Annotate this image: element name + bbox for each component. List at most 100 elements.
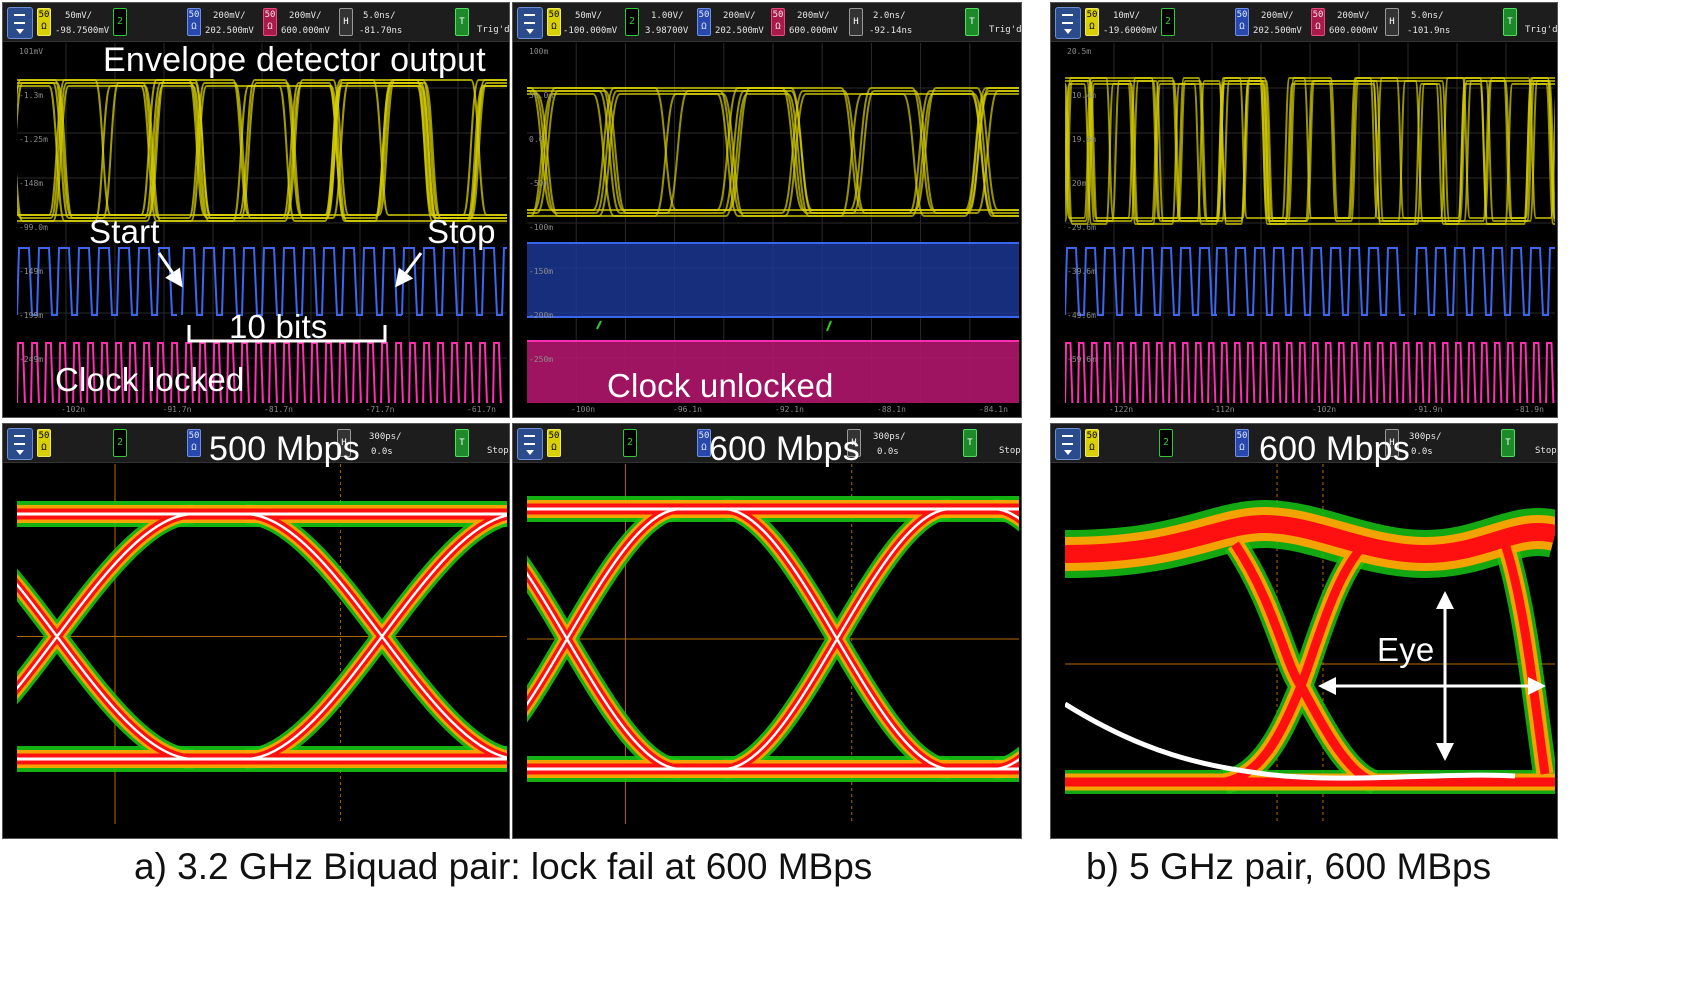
channel-1-indicator[interactable]: 50 Ω — [547, 429, 561, 457]
horizontal-position: 0.0s — [1411, 447, 1433, 457]
menu-icon[interactable] — [1055, 7, 1081, 39]
horizontal-indicator[interactable]: H — [849, 8, 863, 36]
y-tick-label: 20.5m — [1067, 47, 1092, 56]
trigger-icon[interactable]: T — [1501, 429, 1515, 457]
channel-1-offset: -100.000mV — [563, 26, 618, 36]
yellow-envelope-trace — [1065, 80, 1555, 222]
waveform-display — [1065, 43, 1555, 403]
yellow-envelope-trace — [527, 90, 1019, 214]
horizontal-position: 0.0s — [877, 447, 899, 457]
yellow-envelope-trace — [527, 90, 1019, 214]
channel-3-indicator[interactable]: 50 Ω — [187, 8, 201, 36]
channel-1-indicator[interactable]: 50 Ω — [37, 8, 51, 36]
stop-label: Stop — [427, 213, 496, 250]
eye-falling-edge — [1500, 542, 1550, 775]
bit-rate-label: 600 Mbps — [1259, 430, 1410, 468]
y-tick-label: -29.6m — [1067, 223, 1096, 232]
menu-icon[interactable] — [1055, 428, 1081, 460]
channel-3-indicator[interactable]: 50 Ω — [187, 429, 201, 457]
channel-1-indicator[interactable]: 50 Ω — [37, 429, 51, 457]
acquisition-status: Stop — [1535, 446, 1557, 456]
trigger-icon[interactable]: T — [963, 429, 977, 457]
horizontal-position: -81.70ns — [359, 26, 403, 36]
channel-4-scale: 200mV/ — [289, 11, 322, 21]
scope-panel-top-left: 50 Ω 50mV/ -98.7500mV 2 50 Ω 200mV/ 202.50… — [2, 2, 510, 418]
ten-bits-bracket — [187, 325, 387, 343]
magenta-clock-trace — [1065, 342, 1555, 403]
y-tick-label: 100m — [529, 47, 549, 56]
yellow-envelope-trace — [527, 87, 1019, 211]
channel-4-offset: 600.000mV — [1329, 26, 1378, 36]
eye-diagram-svg — [17, 464, 507, 824]
channel-4-indicator[interactable]: 50 Ω — [263, 8, 277, 36]
menu-icon[interactable] — [7, 428, 33, 460]
x-tick-label: -81.7n — [264, 405, 293, 414]
trigger-icon[interactable]: T — [455, 8, 469, 36]
menu-icon[interactable] — [7, 7, 33, 39]
channel-1-indicator[interactable]: 50 Ω — [1085, 8, 1099, 36]
y-tick-label: -10.4m — [1067, 91, 1096, 100]
channel-2-indicator[interactable]: 2 — [1161, 8, 1175, 36]
eye-rising-edge — [1223, 540, 1369, 787]
channel-3-indicator[interactable]: 50 Ω — [1235, 8, 1249, 36]
channel-1-offset: -19.6000mV — [1103, 26, 1158, 36]
yellow-envelope-trace — [527, 93, 1019, 217]
scope-toolbar: 50 Ω 2 50 Ω H 300ps/ 0.0s T Stop — [1051, 424, 1557, 463]
menu-icon[interactable] — [517, 7, 543, 39]
y-tick-label: -100m — [529, 223, 554, 232]
y-tick-label: -59.6m — [1067, 355, 1096, 364]
channel-2-indicator[interactable]: 2 — [113, 8, 127, 36]
yellow-envelope-trace — [17, 85, 507, 222]
channel-2-indicator[interactable]: 2 — [1159, 429, 1173, 457]
green-trace — [596, 320, 602, 330]
scope-panel-top-middle: 50 Ω 50mV/ -100.000mV 2 1.00V/ 3.98700V 5… — [512, 2, 1022, 418]
eye-falling-edge — [17, 512, 194, 691]
horizontal-indicator[interactable]: H — [1385, 8, 1399, 36]
eye-diagram-svg — [1065, 464, 1555, 824]
horizontal-indicator[interactable]: H — [337, 429, 351, 457]
trigger-icon[interactable]: T — [455, 429, 469, 457]
channel-3-indicator[interactable]: 50 Ω — [1235, 429, 1249, 457]
channel-2-indicator[interactable]: 2 — [623, 429, 637, 457]
blue-data-trace — [181, 247, 402, 316]
channel-2-indicator[interactable]: 2 — [113, 429, 127, 457]
waveform-svg — [527, 43, 1019, 403]
clock-locked-label: Clock locked — [55, 361, 245, 398]
green-trace — [826, 320, 832, 332]
eye-diagram-display — [527, 464, 1019, 824]
channel-1-indicator[interactable]: 50 Ω — [1085, 429, 1099, 457]
yellow-envelope-trace — [527, 87, 1019, 211]
horizontal-indicator[interactable]: H — [847, 429, 861, 457]
y-tick-label: 50.0m — [529, 91, 554, 100]
x-tick-label: -122n — [1109, 405, 1134, 414]
menu-icon[interactable] — [517, 428, 543, 460]
y-tick-label: -50m — [529, 179, 549, 188]
yellow-envelope-trace — [527, 90, 1019, 214]
channel-1-indicator[interactable]: 50 Ω — [547, 8, 561, 36]
channel-4-indicator[interactable]: 50 Ω — [1311, 8, 1325, 36]
acquisition-status: Stop — [487, 446, 509, 456]
channel-3-indicator[interactable]: 50 Ω — [697, 8, 711, 36]
channel-2-indicator[interactable]: 2 — [625, 8, 639, 36]
eye-opening-arrows — [1318, 591, 1546, 761]
channel-4-offset: 600.000mV — [281, 26, 330, 36]
channel-4-indicator[interactable]: 50 Ω — [771, 8, 785, 36]
waveform-display — [527, 43, 1019, 403]
trigger-icon[interactable]: T — [965, 8, 979, 36]
channel-4-scale: 200mV/ — [1337, 11, 1370, 21]
channel-2-offset: 3.98700V — [645, 26, 689, 36]
eye-panel-bottom-middle: 50 Ω 2 50 Ω H 300ps/ 0.0s T Stop 600 Mbps — [512, 423, 1022, 839]
horizontal-scale: 300ps/ — [873, 432, 906, 442]
y-tick-label: 101mV — [19, 47, 44, 56]
eye-panel-bottom-right: 50 Ω 2 50 Ω H 300ps/ 0.0s T Stop 600 Mbps … — [1050, 423, 1558, 839]
channel-3-indicator[interactable]: 50 Ω — [697, 429, 711, 457]
x-tick-label: -61.7n — [467, 405, 496, 414]
horizontal-indicator[interactable]: H — [1385, 429, 1399, 457]
y-tick-label: 0.0 — [529, 135, 544, 144]
start-arrow — [157, 252, 183, 288]
blue-data-trace — [1414, 247, 1555, 316]
trigger-icon[interactable]: T — [1503, 8, 1517, 36]
eye-diagram-svg — [527, 464, 1019, 824]
y-tick-label: -249m — [19, 355, 44, 364]
horizontal-indicator[interactable]: H — [339, 8, 353, 36]
